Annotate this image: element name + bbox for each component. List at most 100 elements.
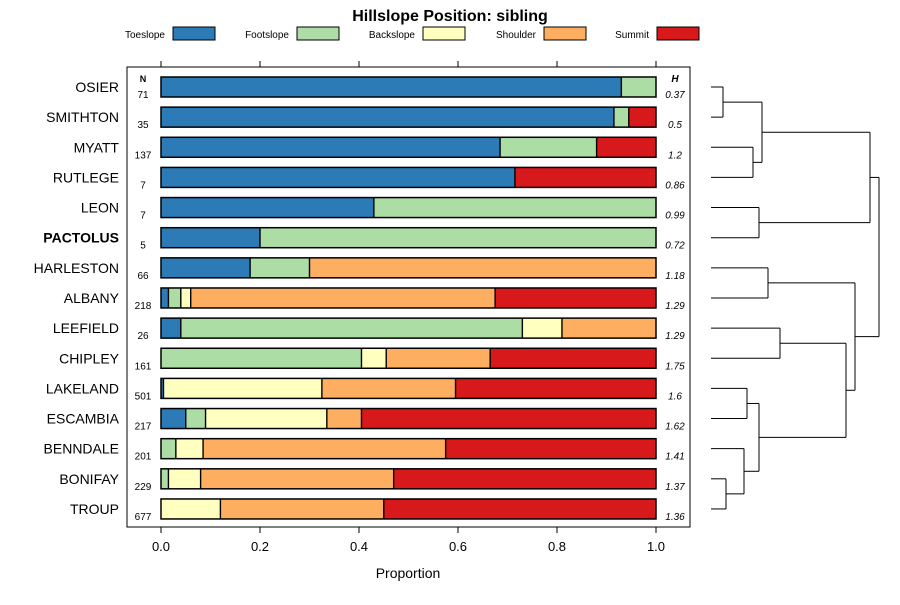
bar-segment — [203, 438, 446, 459]
bar-segment — [180, 287, 191, 308]
legend-swatch — [296, 26, 340, 41]
bar-outline — [160, 76, 657, 98]
h-value: 0.37 — [665, 90, 685, 101]
bar-segment — [161, 408, 186, 429]
bar-segment — [168, 287, 181, 308]
bar-segment — [490, 348, 656, 369]
bar-segment — [161, 167, 515, 188]
h-value: 1.29 — [665, 331, 685, 342]
legend-label: Backslope — [369, 30, 416, 41]
n-value: 161 — [135, 361, 152, 372]
dendrogram — [711, 86, 880, 510]
bar-segment — [500, 137, 597, 158]
bar-segment — [161, 197, 374, 218]
bar-segment — [180, 318, 523, 339]
n-value: 677 — [135, 512, 152, 523]
x-axis-label: Proportion — [376, 565, 441, 581]
bar-segment — [621, 77, 656, 97]
n-value: 217 — [135, 422, 152, 433]
category-label: BENNDALE — [44, 441, 119, 457]
bar-segment — [373, 197, 656, 218]
n-value: 218 — [135, 301, 152, 312]
category-label: BONIFAY — [59, 471, 119, 487]
bar-segment — [361, 408, 656, 429]
bar-segment — [161, 378, 164, 399]
bar-outline — [160, 257, 657, 279]
bar-segment — [161, 287, 169, 308]
category-label: MYATT — [74, 139, 120, 155]
bar-segment — [161, 257, 251, 278]
category-label: TROUP — [70, 501, 119, 517]
panel-frame — [126, 66, 691, 528]
category-label: RUTLEGE — [53, 169, 119, 185]
h-value: 1.29 — [665, 301, 685, 312]
category-label: OSIER — [75, 79, 119, 95]
bar-segment — [200, 468, 394, 489]
legend-swatch — [422, 26, 466, 41]
legend-swatch — [543, 26, 587, 41]
bar-segment — [175, 438, 204, 459]
category-label: LEON — [81, 200, 119, 216]
bar-outline — [160, 166, 657, 189]
bar-segment — [168, 468, 201, 489]
h-value: 1.6 — [668, 391, 682, 402]
bar-segment — [561, 318, 656, 339]
category-label: PACTOLUS — [43, 230, 119, 246]
bar-segment — [386, 348, 491, 369]
bar-segment — [628, 107, 656, 128]
n-value: 26 — [137, 331, 149, 342]
n-value: 229 — [135, 482, 152, 493]
bar-segment — [161, 107, 614, 128]
bar-segment — [596, 137, 656, 158]
n-value: 5 — [140, 241, 146, 252]
plot-panel: N H OSIER 71 0.37 SMITHTON 35 0.5 MYATT 137 1.2 RUT… — [34, 66, 691, 528]
h-value: 0.99 — [665, 211, 685, 222]
bar-segment — [190, 287, 496, 308]
bar-segment — [361, 348, 387, 369]
bar-outline — [160, 287, 657, 309]
h-value: 1.37 — [665, 482, 685, 493]
bar-outline — [160, 468, 657, 490]
x-tick-label: 0.2 — [251, 539, 269, 554]
x-tick-label: 0.6 — [449, 539, 467, 554]
n-value: 35 — [137, 120, 149, 131]
x-axis: 0.0 0.2 0.4 0.6 0.8 1.0 — [152, 61, 665, 554]
bar-segment — [163, 378, 322, 399]
n-value: 137 — [135, 150, 152, 161]
bar-segment — [321, 378, 456, 399]
bar-segment — [161, 227, 260, 248]
bar-segment — [161, 348, 362, 369]
legend-label: Footslope — [245, 30, 289, 41]
bar-segment — [309, 257, 656, 278]
x-tick-label: 1.0 — [647, 539, 665, 554]
bar-outline — [160, 377, 657, 400]
n-value: 66 — [137, 271, 149, 282]
bar-outline — [160, 106, 657, 128]
h-header: H — [671, 74, 679, 85]
bar-segment — [393, 468, 656, 489]
bar-segment — [161, 318, 181, 339]
n-value: 7 — [140, 211, 146, 222]
category-label: LAKELAND — [46, 380, 119, 396]
x-tick-label: 0.4 — [350, 539, 368, 554]
n-value: 71 — [137, 90, 149, 101]
bar-segment — [161, 137, 501, 158]
bar-segment — [220, 498, 384, 519]
bar-segment — [495, 287, 656, 308]
bar-outline — [160, 347, 657, 370]
bar-segment — [455, 378, 656, 399]
legend-label: Toeslope — [125, 30, 165, 41]
n-header: N — [140, 74, 147, 84]
bar-segment — [250, 257, 310, 278]
bar-segment — [613, 107, 629, 128]
bar-segment — [185, 408, 206, 429]
h-value: 1.75 — [665, 361, 685, 372]
n-value: 201 — [135, 452, 152, 463]
x-tick-label: 0.0 — [152, 539, 170, 554]
legend-label: Shoulder — [496, 30, 537, 41]
bar-segment — [260, 227, 656, 248]
category-label: LEEFIELD — [53, 320, 119, 336]
h-value: 0.72 — [665, 241, 685, 252]
